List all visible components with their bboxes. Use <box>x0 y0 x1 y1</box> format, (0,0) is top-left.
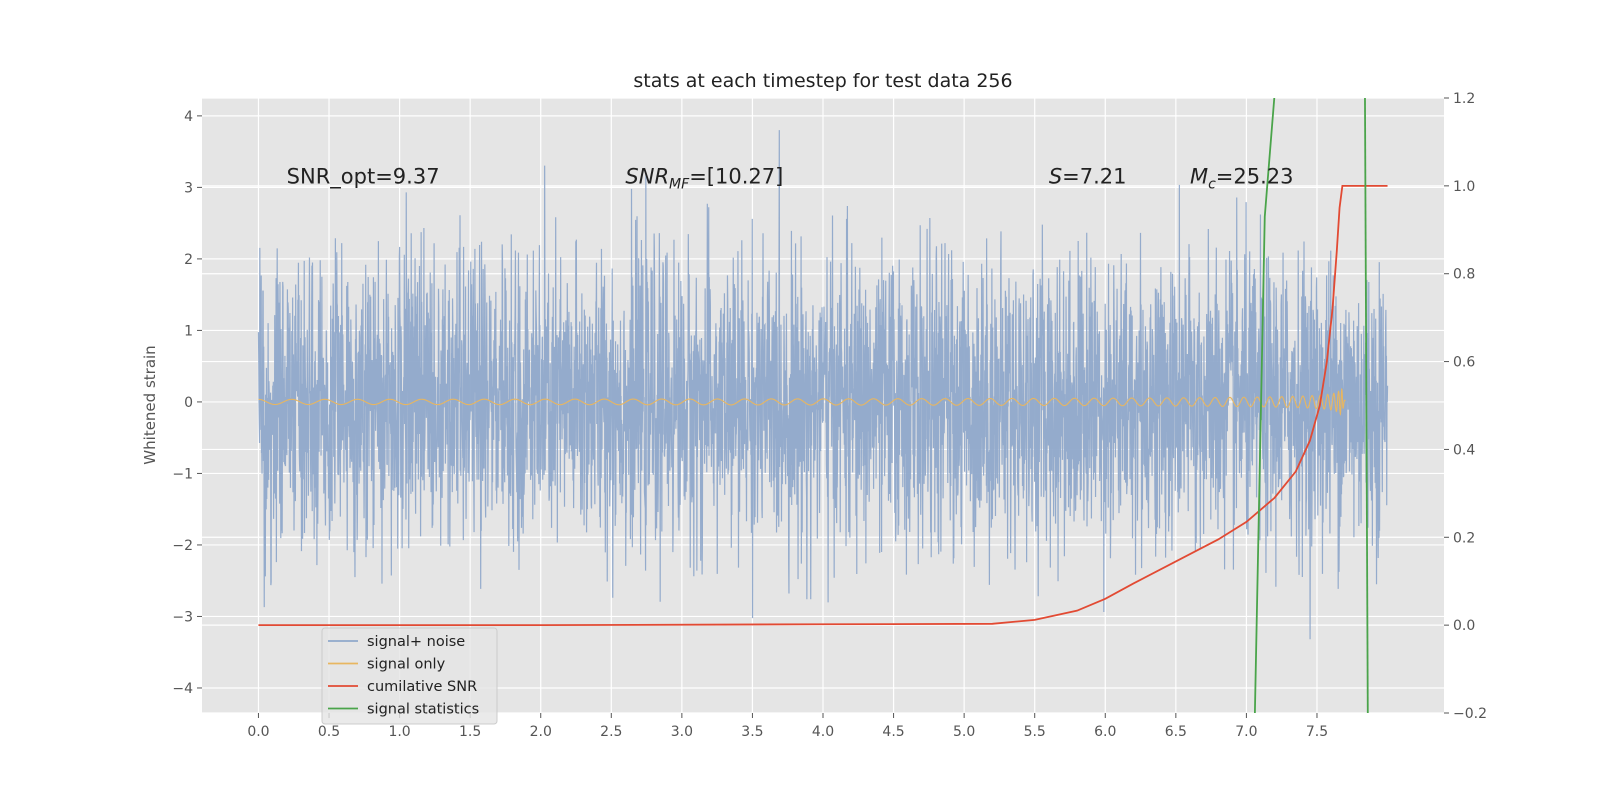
series-signal-only-line <box>258 388 1346 416</box>
y-tick-label: −1 <box>172 466 193 482</box>
y-tick-label: 4 <box>184 109 193 125</box>
legend-label: cumilative SNR <box>367 679 477 695</box>
x-tick-label: 7.5 <box>1306 724 1328 740</box>
series-signal-noise-line <box>257 130 1389 640</box>
legend-label: signal statistics <box>367 702 479 718</box>
y-tick-label: −4 <box>172 681 193 697</box>
y2-tick-label: 0.4 <box>1453 442 1475 458</box>
x-tick-label: 3.5 <box>741 724 763 740</box>
x-tick-label: 4.0 <box>812 724 834 740</box>
series-signal-statistics-line <box>1253 98 1276 713</box>
annotation-2: S=7.21 <box>1049 165 1127 189</box>
legend-box <box>321 627 498 725</box>
annotations: SNR_opt=9.37 SNRMF=[10.27] S=7.21 Mc=25.23 <box>287 165 1294 193</box>
x-tick-label: 6.0 <box>1094 724 1116 740</box>
chart-title: stats at each timestep for test data 256 <box>633 70 1012 92</box>
x-tick-label: 1.5 <box>459 724 481 740</box>
y-axis-label: Whitened strain <box>141 345 159 464</box>
legend-label: signal only <box>367 657 446 673</box>
y-tick-label: −2 <box>172 538 193 554</box>
series-signal-statistics-line <box>1364 98 1369 713</box>
x-tick-label: 6.5 <box>1165 724 1187 740</box>
x-tick-label: 2.0 <box>530 724 552 740</box>
x-tick-label: 1.0 <box>388 724 410 740</box>
y-tick-label: 2 <box>184 252 193 268</box>
y2-tick-label: 0.6 <box>1453 355 1475 371</box>
y2-tick-label: 1.0 <box>1453 179 1475 195</box>
legend-label: signal+ noise <box>367 634 465 650</box>
x-tick-label: 7.0 <box>1235 724 1257 740</box>
x-tick-label: 2.5 <box>600 724 622 740</box>
y2-tick-label: 0.8 <box>1453 267 1475 283</box>
axes: 0.0 0.5 1.0 1.5 2.0 2.5 3.0 3.5 4.0 4.5 5.0 5.5 6.0 6… <box>172 91 1487 740</box>
x-tick-label: 3.0 <box>671 724 693 740</box>
legend: signal+ noise signal only cumilative SNR si… <box>321 627 498 725</box>
y2-tick-label: 0.0 <box>1453 618 1475 634</box>
y2-tick-label: 1.2 <box>1453 91 1475 107</box>
x-tick-label: 5.0 <box>953 724 975 740</box>
x-tick-label: 0.5 <box>318 724 340 740</box>
annotation-1: SNRMF=[10.27] <box>625 165 783 193</box>
x-tick-label: 5.5 <box>1024 724 1046 740</box>
annotation-0: SNR_opt=9.37 <box>287 165 440 190</box>
x-tick-label: 0.0 <box>247 724 269 740</box>
x-tick-label: 4.5 <box>882 724 904 740</box>
y2-tick-label: 0.2 <box>1453 530 1475 546</box>
y2-tick-label: −0.2 <box>1453 706 1487 722</box>
plot-area <box>257 98 1389 713</box>
annotation-3: Mc=25.23 <box>1190 165 1294 193</box>
y-tick-label: 3 <box>184 180 193 196</box>
y-tick-label: 0 <box>184 395 193 411</box>
y-tick-label: 1 <box>184 323 193 339</box>
series-cumilative-snr-line <box>258 184 1388 627</box>
y-tick-label: −3 <box>172 609 193 625</box>
